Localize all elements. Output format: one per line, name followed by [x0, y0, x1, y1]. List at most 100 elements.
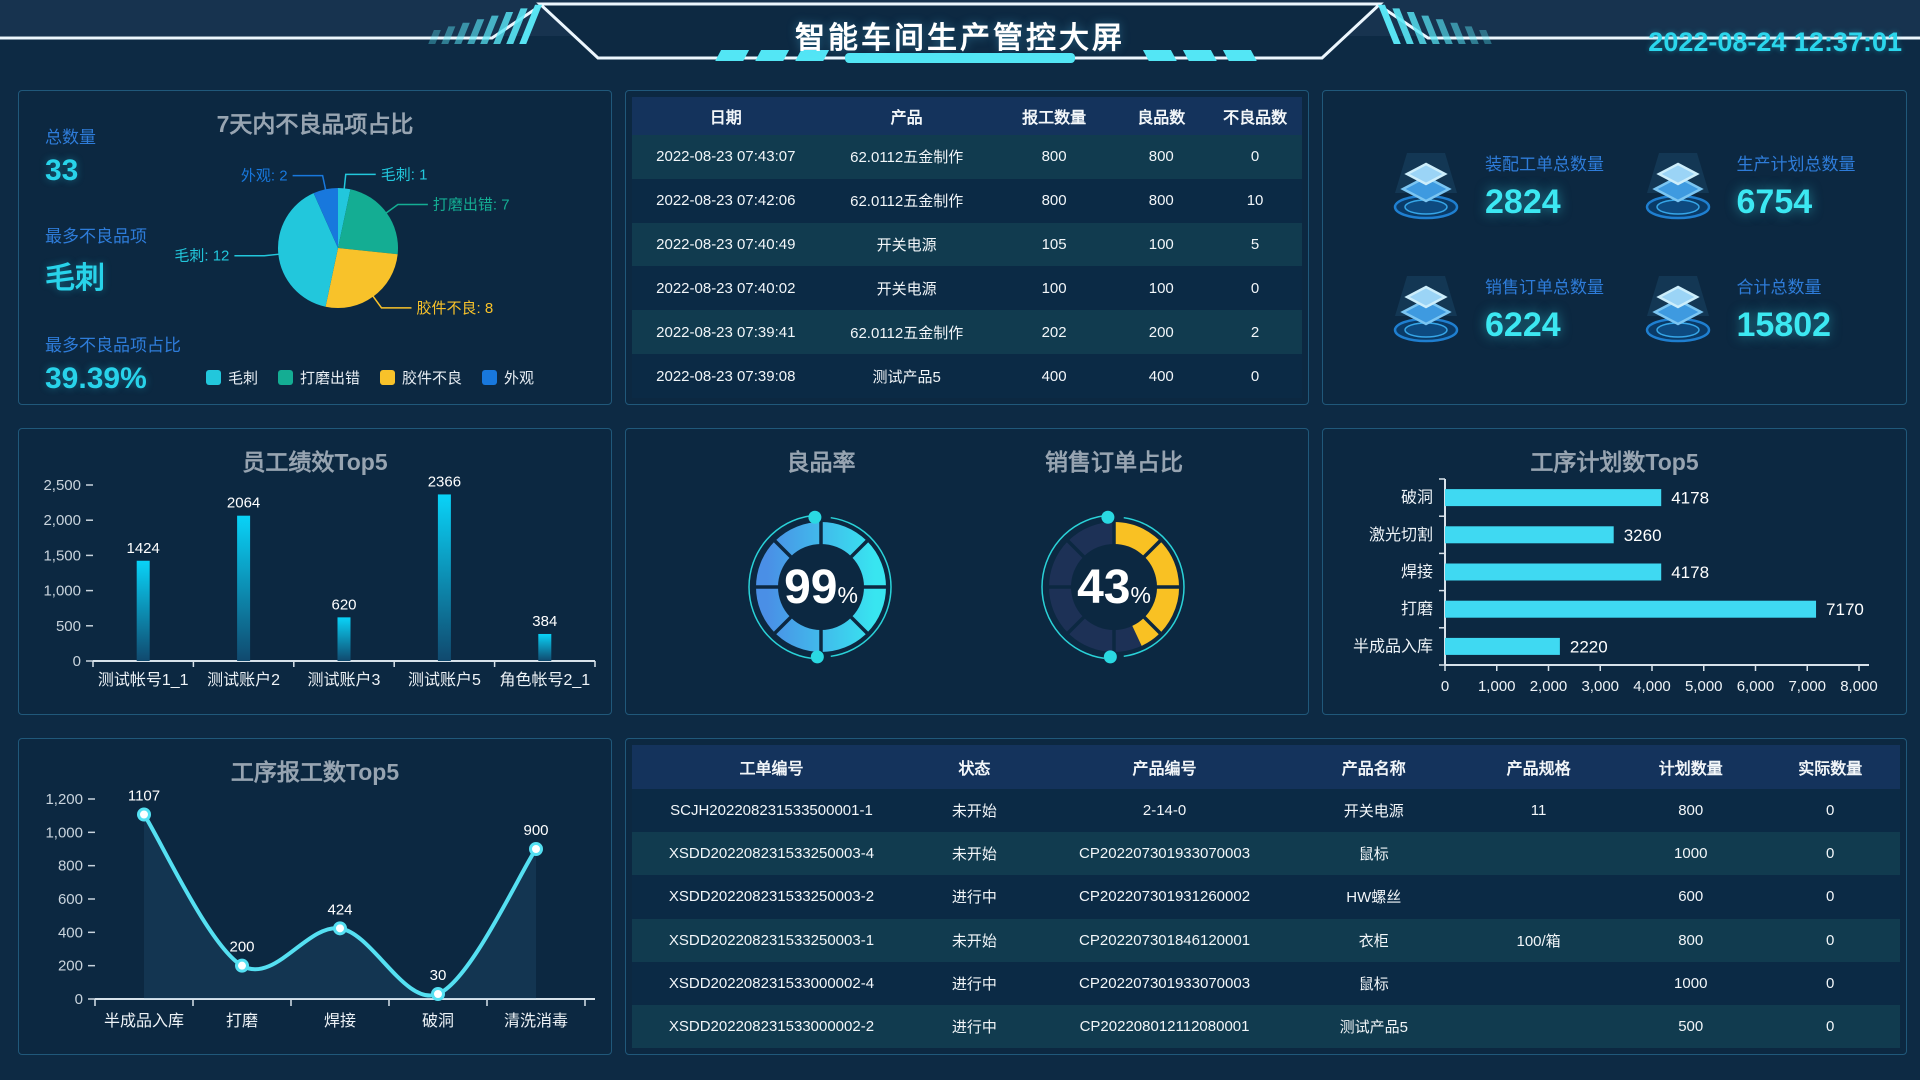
panel-stat-cards: 装配工单总数量 2824 生产计划总数量 6754 销售订单总数量 6224 — [1322, 90, 1907, 405]
x-category-label: 半成品入库 — [104, 1012, 184, 1030]
icon-layer-bottom — [1400, 175, 1452, 203]
table-cell: 600 — [1678, 888, 1704, 906]
x-axis-label: 7,000 — [1788, 678, 1826, 695]
svg-tspan: 43 — [1077, 561, 1130, 614]
table-row: 2022-08-23 07:39:41 62.0112五金制作 202 200 2 — [632, 310, 1302, 355]
card-sales-orders: 销售订单总数量 6224 — [1383, 248, 1635, 371]
table-cell: 2022-08-23 07:40:02 — [656, 279, 796, 297]
table-cell: 2-14-0 — [1142, 802, 1187, 820]
table-cell: 800 — [1678, 802, 1704, 820]
legend-label: 胶件不良 — [402, 370, 463, 387]
plan-chart-title: 工序计划数Top5 — [1530, 449, 1699, 475]
table-cell: XSDD202208231533250003-2 — [668, 888, 875, 906]
card-label: 合计总数量 — [1736, 277, 1822, 297]
table-row: XSDD202208231533250003-2 进行中 CP20220730193… — [632, 875, 1900, 919]
panel-process-report: 工序报工数Top5 0 200 400 600 800 1,000 1,200 1107 半成品… — [18, 738, 612, 1055]
gauge-divider — [1065, 538, 1087, 560]
y-axis-label: 500 — [56, 618, 81, 635]
table-cell: 800 — [1041, 192, 1067, 210]
y-category-label: 激光切割 — [1369, 526, 1433, 544]
table-cell: XSDD202208231533000002-4 — [668, 974, 875, 992]
table-cell: 0 — [1826, 1017, 1835, 1035]
bar-value-label: 1424 — [127, 540, 160, 557]
table-header-cell: 产品名称 — [1341, 761, 1406, 778]
line-point — [137, 807, 151, 822]
table-row: XSDD202208231533250003-4 未开始 CP20220730193… — [632, 832, 1900, 876]
stat-top-defect-label: 最多不良品项 — [45, 227, 147, 246]
header-decoration — [0, 0, 1920, 63]
gauge-sales-ratio: 43% — [1041, 510, 1185, 664]
stat-top-defect-ratio-value: 39.39% — [45, 362, 147, 395]
legend-swatch — [277, 370, 293, 385]
x-category-label: 测试帐号1_1 — [98, 671, 189, 689]
table-cell: XSDD202208231533000002-2 — [668, 1017, 875, 1035]
table-cell: 测试产品5 — [872, 368, 941, 386]
y-axis-label: 2,000 — [43, 512, 81, 529]
header-accent-segment — [715, 50, 750, 61]
stat-total-value: 33 — [45, 154, 79, 187]
y-axis-label: 0 — [73, 653, 81, 670]
header-stripe-right — [1479, 30, 1492, 44]
legend-item-damochucuo[interactable]: 打磨出错 — [277, 367, 360, 388]
x-category-label: 打磨 — [226, 1012, 258, 1030]
header-stripe-right — [1421, 15, 1440, 44]
line-point — [431, 987, 445, 1001]
hbar — [1445, 637, 1560, 655]
x-category-label: 测试账户2 — [207, 671, 280, 689]
card-value: 6224 — [1485, 305, 1561, 344]
header-stripe-left — [467, 19, 485, 44]
table-cell: 未开始 — [951, 932, 997, 950]
table-cell: 0 — [1826, 888, 1835, 906]
card-assembly-orders: 装配工单总数量 2824 — [1383, 125, 1635, 248]
table-header-cell: 良品数 — [1137, 110, 1186, 127]
point-value-label: 1107 — [128, 788, 160, 805]
table-cell: 100/箱 — [1516, 932, 1561, 950]
icon-layer-bottom — [1651, 298, 1704, 326]
gauge-yield: 99% — [748, 510, 892, 664]
gauge-value: 43% — [1077, 561, 1151, 614]
panel-process-plan: 工序计划数Top5 破洞 4178 激光切割 3260 焊接 4178 打磨 7170 半成品入… — [1322, 428, 1907, 715]
process-plan-hbar-chart: 破洞 4178 激光切割 3260 焊接 4178 打磨 7170 半成品入库 2220 0 1,00… — [1353, 478, 1878, 695]
hbar-value-label: 3260 — [1624, 526, 1662, 545]
performance-bar-chart: 0 500 1,000 1,500 2,000 2,500 1424 测试帐号1_1 2064 测… — [43, 473, 596, 689]
gauge-divider — [1065, 614, 1087, 636]
header-stripe-left — [506, 8, 528, 44]
x-axis-label: 0 — [1441, 678, 1449, 695]
header-stripe-left — [519, 4, 543, 45]
defect-stats: 总数量 33 最多不良品项 毛刺 最多不良品项占比 39.39% — [45, 123, 181, 430]
pie-slice-label: 外观: 2 — [241, 168, 288, 185]
table-cell: 800 — [1678, 931, 1704, 949]
hbar — [1445, 563, 1662, 581]
icon-layer-top — [1404, 162, 1448, 186]
legend-item-waiguan[interactable]: 外观 — [482, 367, 534, 388]
icon-layer-bottom — [1400, 298, 1452, 326]
header-accent-segment — [1182, 50, 1217, 61]
legend-item-jiaojianbuliang[interactable]: 胶件不良 — [380, 367, 462, 388]
panel-employee-performance: 员工绩效Top5 0 500 1,000 1,500 2,000 2,500 1424 测试帐… — [18, 428, 612, 715]
table-cell: CP202207301846120001 — [1079, 931, 1251, 949]
gauge-dot-bottom — [810, 650, 824, 664]
legend-item-maoci[interactable]: 毛刺 — [205, 367, 258, 388]
table-header-cell: 日期 — [709, 110, 742, 127]
table-cell: 进行中 — [951, 1018, 997, 1036]
process-report-line-chart: 0 200 400 600 800 1,000 1,200 1107 半成品入库 200 打磨 424… — [45, 788, 595, 1030]
table-cell: 200 — [1148, 323, 1174, 341]
pie-label-leader — [234, 253, 281, 257]
table-cell: CP202207301933070003 — [1079, 974, 1251, 992]
table-cell: 开关电源 — [876, 237, 937, 255]
hbar-value-label: 4178 — [1671, 489, 1709, 508]
y-axis-label: 600 — [58, 891, 83, 908]
card-total: 合计总数量 15802 — [1635, 248, 1887, 371]
header-accent-segment — [755, 50, 790, 61]
table-row: XSDD202208231533000002-4 进行中 CP20220730193… — [632, 961, 1900, 1005]
pie-legend: 毛刺 打磨出错 胶件不良 外观 — [129, 367, 611, 388]
pie-slice — [338, 189, 398, 255]
point-value-label: 900 — [523, 822, 548, 839]
table-cell: 2022-08-23 07:42:06 — [656, 192, 796, 210]
y-axis-label: 0 — [75, 991, 83, 1008]
y-axis-label: 400 — [58, 924, 83, 941]
table-header-cell: 实际数量 — [1798, 761, 1863, 778]
table-cell: 202 — [1041, 323, 1067, 341]
stat-total-label: 总数量 — [45, 128, 96, 147]
